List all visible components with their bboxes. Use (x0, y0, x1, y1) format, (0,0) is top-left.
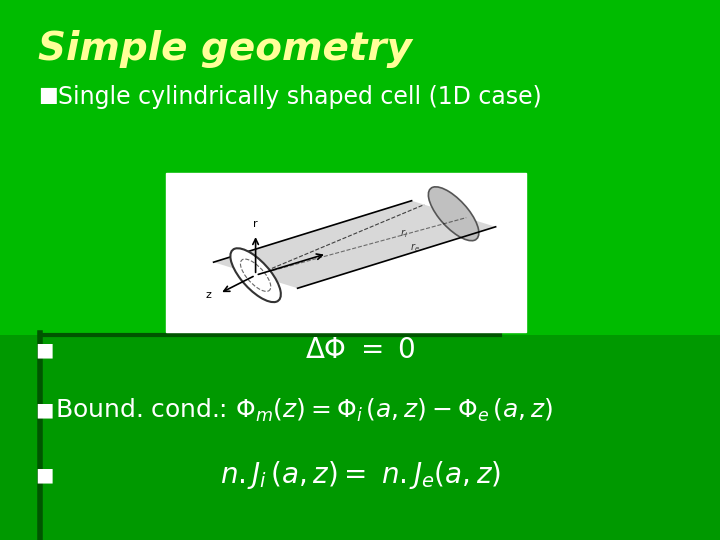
Text: Bound. cond.: $\Phi_{m}(z) = \Phi_{i}\,(a,z) - \Phi_{e}\,(a,z)$: Bound. cond.: $\Phi_{m}(z) = \Phi_{i}\,(… (55, 396, 553, 423)
Bar (166, 173, 526, 332)
Text: $r_i$: $r_i$ (400, 227, 408, 240)
Text: ■: ■ (38, 85, 58, 105)
Polygon shape (214, 201, 495, 288)
Ellipse shape (428, 187, 479, 241)
Text: Single cylindrically shaped cell (1D case): Single cylindrically shaped cell (1D cas… (58, 85, 541, 109)
Text: r: r (253, 219, 258, 230)
Text: ■: ■ (35, 401, 53, 420)
Text: $\Delta\Phi\ =\ 0$: $\Delta\Phi\ =\ 0$ (305, 336, 415, 364)
Ellipse shape (230, 248, 281, 302)
Bar (0, 335, 720, 540)
Text: ■: ■ (35, 341, 53, 360)
Text: z: z (206, 290, 212, 300)
Text: $n.J_{i}\,(a,z) =\ n.J_{e}(a,z)$: $n.J_{i}\,(a,z) =\ n.J_{e}(a,z)$ (220, 459, 500, 491)
Text: Simple geometry: Simple geometry (38, 30, 412, 68)
Text: $r_e$: $r_e$ (410, 241, 420, 254)
Text: ■: ■ (35, 465, 53, 484)
